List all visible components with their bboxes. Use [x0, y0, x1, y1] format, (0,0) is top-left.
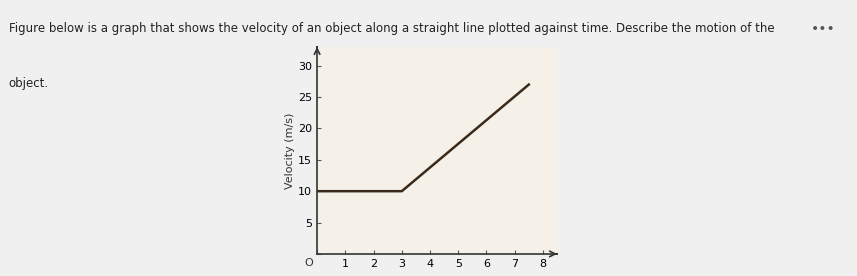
Text: Figure below is a graph that shows the velocity of an object along a straight li: Figure below is a graph that shows the v… — [9, 22, 774, 35]
Text: •••: ••• — [811, 22, 836, 36]
Text: O: O — [304, 258, 313, 268]
Y-axis label: Velocity (m/s): Velocity (m/s) — [285, 112, 296, 189]
Text: object.: object. — [9, 77, 49, 90]
